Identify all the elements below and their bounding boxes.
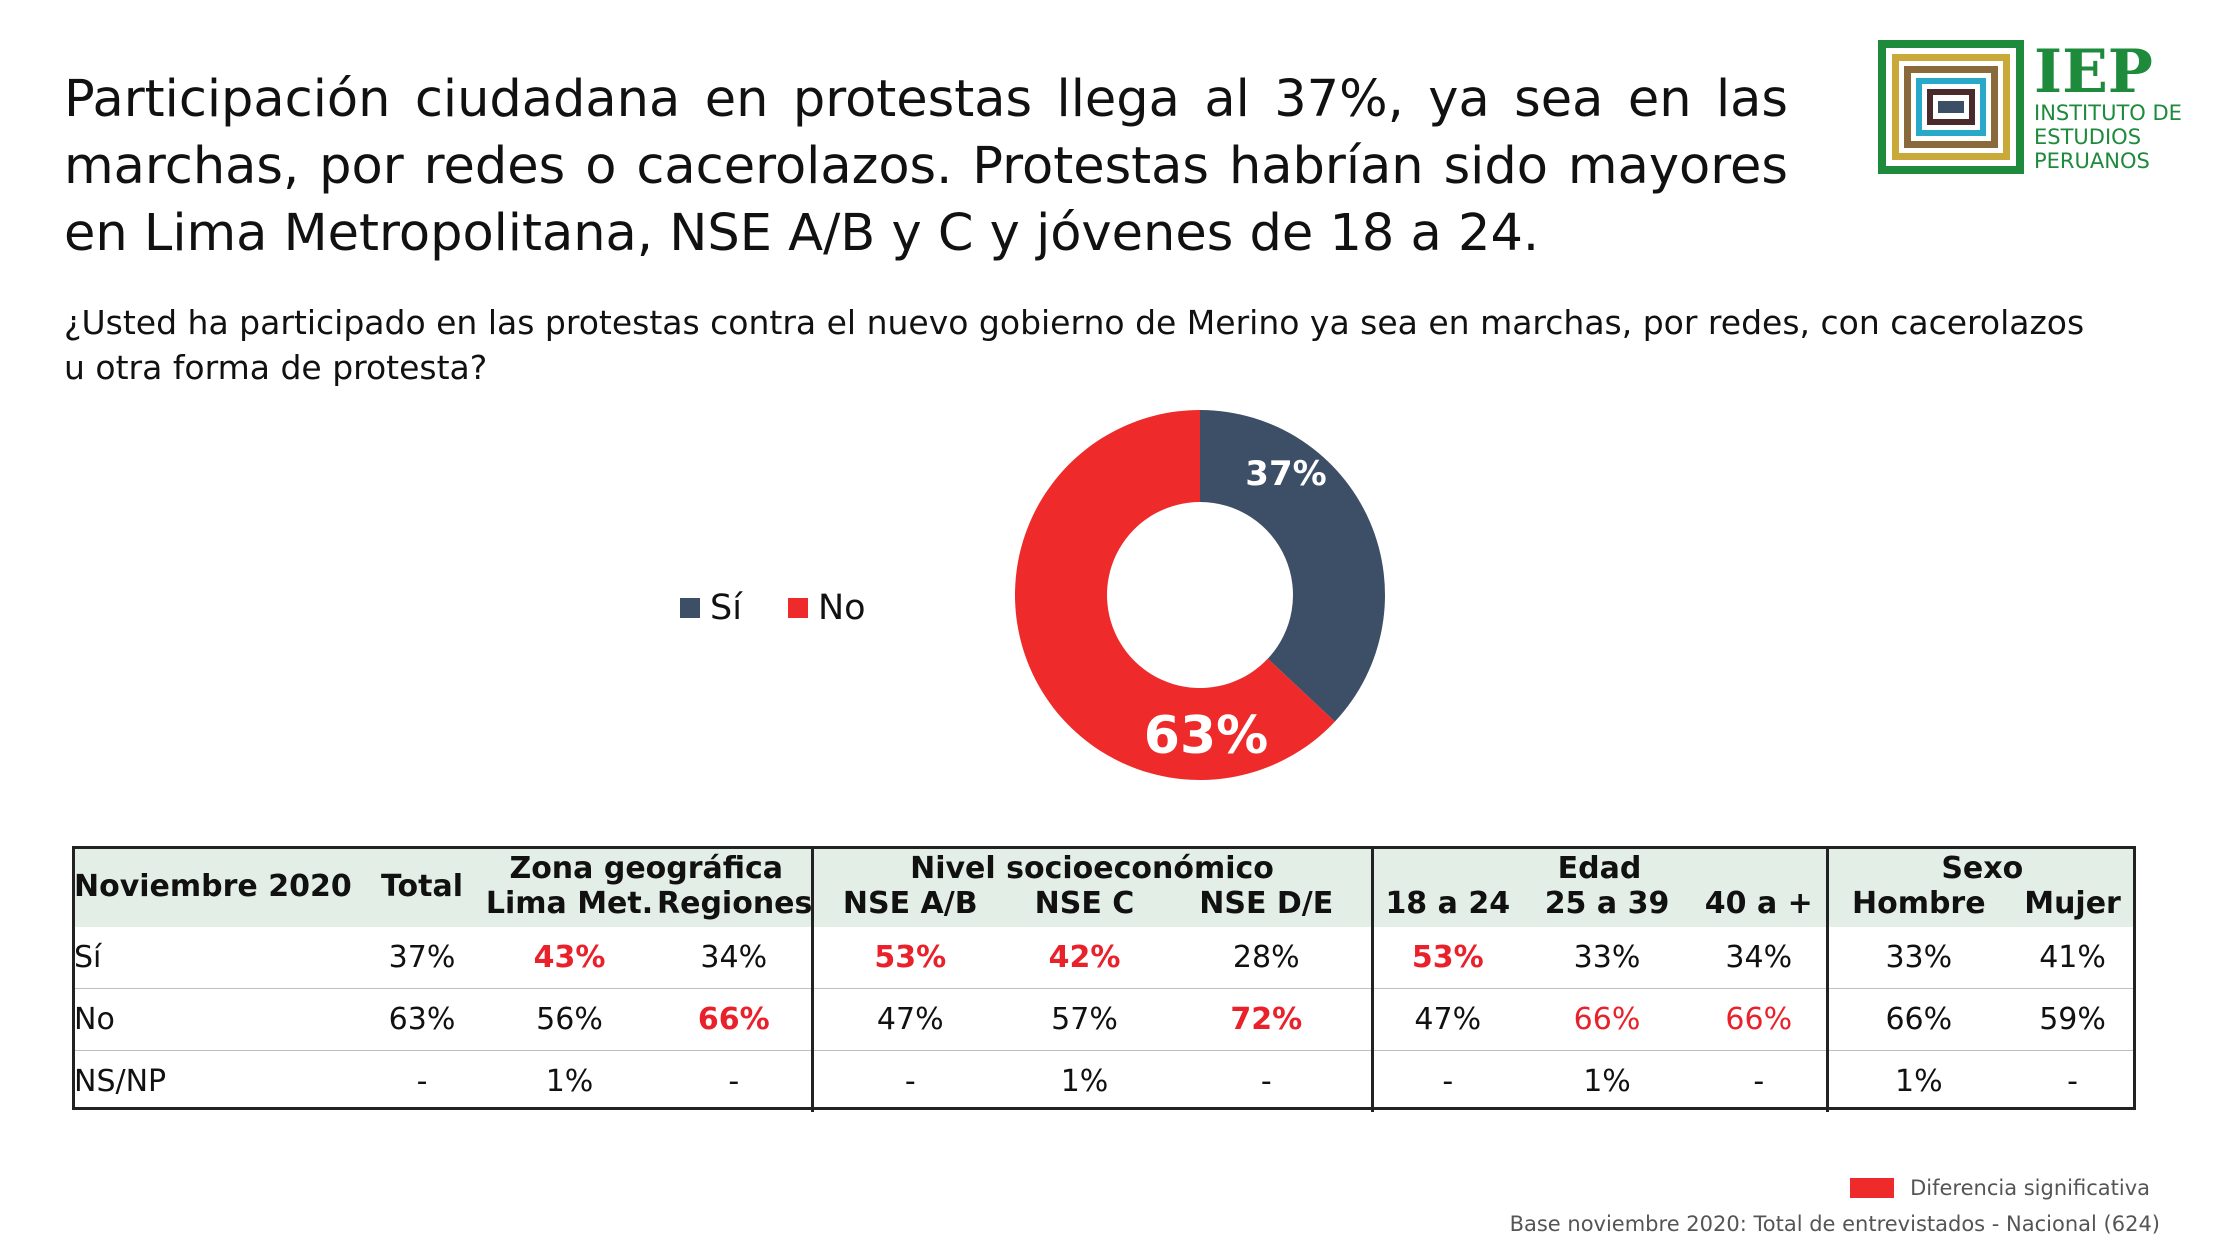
donut-slice-no: [1015, 410, 1335, 780]
table-cell: 66%: [1692, 988, 1828, 1051]
legend-swatch-no: [787, 598, 808, 618]
table-cell: 34%: [657, 927, 812, 989]
col-header-nse-de: NSE D/E: [1162, 886, 1373, 927]
col-header-lima: Lima Met.: [482, 886, 657, 927]
table-row: NS/NP - 1% - - 1% - - 1% - 1% -: [72, 1050, 2136, 1112]
group-header-zona: Zona geográfica: [482, 846, 812, 886]
group-header-nse: Nivel socioeconómico: [810, 846, 1373, 886]
total-header: Total: [362, 846, 482, 927]
legend-item-si: Sí: [680, 588, 742, 628]
table-row: No 63% 56% 66% 47% 57% 72% 47% 66% 66% 66% 59%: [72, 988, 2137, 1051]
table-cell: 59%: [2009, 988, 2137, 1051]
table-cell: 1%: [545, 1064, 594, 1099]
table-cell: -: [1370, 1050, 1523, 1112]
table-cell: 33%: [1522, 927, 1693, 989]
table-cell: 66%: [1825, 988, 2010, 1051]
legend-label-no: No: [817, 588, 866, 628]
legend-label-si: Sí: [710, 588, 742, 628]
col-header-nse-ab: NSE A/B: [810, 886, 1007, 927]
table-cell: 34%: [1692, 927, 1828, 989]
table-cell: 53%: [1370, 927, 1523, 989]
survey-question: ¿Usted ha participado en las protestas c…: [64, 303, 2085, 387]
table-cell: 37%: [362, 927, 482, 989]
table-cell: -: [416, 1064, 428, 1099]
header-row-groups: Noviembre 2020 Total Zona geográfica Niv…: [72, 846, 2137, 927]
legend-swatch-si: [680, 598, 700, 618]
row-label: NS/NP: [74, 1064, 167, 1099]
table-cell: -: [1753, 1064, 1765, 1099]
donut-label-si: 37%: [1245, 454, 1326, 494]
header-row-columns: Lima Met. Regiones NSE A/B NSE C NSE D/E…: [72, 886, 2137, 927]
legend-item-no: No: [787, 588, 866, 628]
iep-logo-icon: IEP INSTITUTO DE ESTUDIOS PERUANOS: [1878, 37, 2182, 174]
table-cell: 43%: [482, 927, 657, 989]
table-cell: -: [728, 1064, 740, 1099]
donut-slice-si: [1200, 410, 1385, 722]
col-header-nse-c: NSE C: [1007, 886, 1162, 927]
table-cell: -: [1260, 1064, 1272, 1099]
col-header-25-39: 25 a 39: [1522, 886, 1693, 927]
row-label: Sí: [72, 927, 362, 989]
col-header-40-plus: 40 a +: [1692, 886, 1828, 927]
table-cell: 72%: [1162, 988, 1373, 1051]
table-cell: 1%: [1583, 1064, 1631, 1099]
col-header-mujer: Mujer: [2009, 886, 2137, 927]
table-cell: 41%: [2009, 927, 2137, 989]
significance-legend: Diferencia significativa: [1850, 1176, 2150, 1200]
table-cell: 53%: [810, 927, 1007, 989]
table-cell: 42%: [1007, 927, 1162, 989]
corner-label: Noviembre 2020: [72, 846, 362, 927]
svg-text:INSTITUTO DE: INSTITUTO DE: [2034, 101, 2182, 125]
table-cell: 66%: [657, 988, 812, 1051]
significance-swatch: [1850, 1178, 1895, 1198]
col-header-regiones: Regiones: [657, 886, 812, 927]
chart-legend: Sí No: [680, 588, 866, 628]
base-note: Base noviembre 2020: Total de entrevista…: [1509, 1212, 2160, 1236]
svg-text:PERUANOS: PERUANOS: [2034, 149, 2150, 173]
table-row: Sí 37% 43% 34% 53% 42% 28% 53% 33% 34% 33% 41%: [72, 927, 2137, 989]
table-cell: 47%: [810, 988, 1007, 1051]
table-cell: 1%: [1825, 1050, 2010, 1112]
crosstab-table: Noviembre 2020 Total Zona geográfica Niv…: [72, 846, 2137, 1112]
table-cell: 33%: [1825, 927, 2010, 989]
significance-label: Diferencia significativa: [1910, 1176, 2150, 1200]
table-cell: 63%: [362, 988, 482, 1051]
iep-logo: IEP INSTITUTO DE ESTUDIOS PERUANOS: [1876, 37, 2186, 178]
group-header-edad: Edad: [1370, 846, 1828, 886]
row-label: No: [72, 988, 362, 1051]
donut-label-no: 63%: [1144, 706, 1268, 766]
svg-text:IEP: IEP: [2034, 38, 2153, 107]
table-cell: -: [810, 1050, 1007, 1112]
table-cell: 47%: [1370, 988, 1523, 1051]
col-header-hombre: Hombre: [1825, 886, 2010, 927]
col-header-18-24: 18 a 24: [1370, 886, 1523, 927]
table-cell: 1%: [1060, 1064, 1109, 1099]
table-cell: 66%: [1522, 988, 1693, 1051]
table-cell: 57%: [1007, 988, 1162, 1051]
group-header-sexo: Sexo: [1825, 846, 2137, 886]
table-cell: 28%: [1162, 927, 1373, 989]
table-cell: 56%: [482, 988, 657, 1051]
table-cell: -: [2067, 1064, 2078, 1099]
donut-chart: 37% 63%: [1015, 410, 1385, 780]
svg-text:ESTUDIOS: ESTUDIOS: [2034, 125, 2141, 149]
page-title: Participación ciudadana en protestas lle…: [64, 70, 1788, 263]
